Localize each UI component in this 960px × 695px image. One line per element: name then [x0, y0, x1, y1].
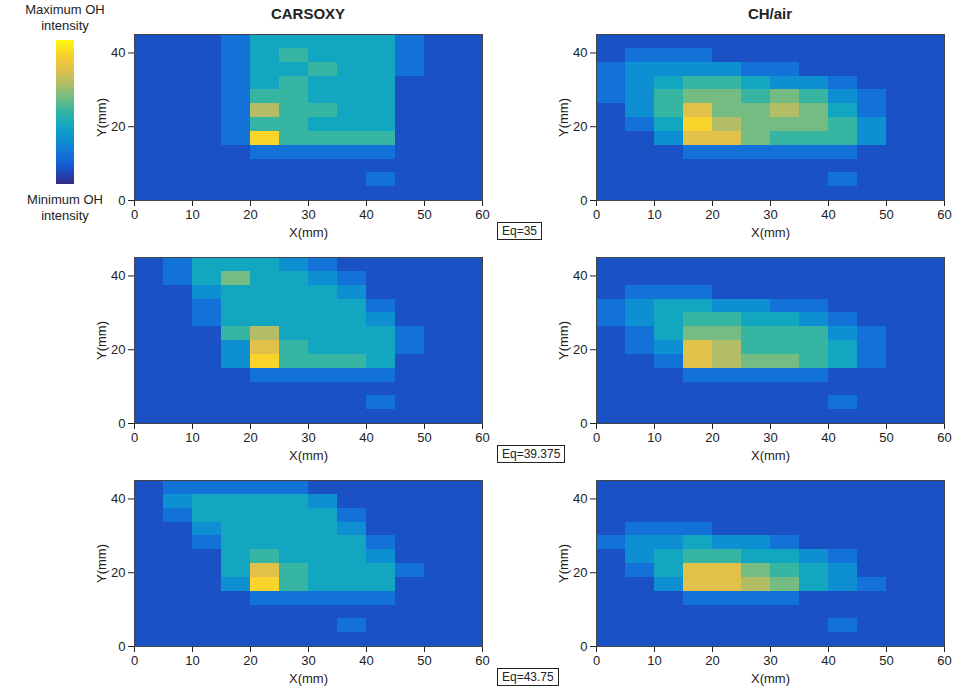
svg-text:0: 0: [131, 207, 138, 222]
svg-text:20: 20: [111, 119, 125, 134]
svg-text:0: 0: [580, 193, 587, 208]
svg-text:0: 0: [118, 639, 125, 654]
svg-text:10: 10: [185, 653, 199, 668]
svg-text:20: 20: [243, 430, 257, 445]
svg-text:0: 0: [593, 207, 600, 222]
svg-text:Y(mm): Y(mm): [94, 321, 109, 360]
html-text:Minimum OH intensity: Minimum OH intensity: [27, 192, 103, 223]
svg-text:X(mm): X(mm): [289, 671, 328, 686]
svg-text:10: 10: [185, 207, 199, 222]
svg-text:Y(mm): Y(mm): [94, 98, 109, 137]
svg-text:40: 40: [573, 491, 587, 506]
html-text:Eq=43.75: Eq=43.75: [502, 670, 554, 684]
svg-text:0: 0: [118, 193, 125, 208]
svg-text:50: 50: [879, 653, 893, 668]
svg-text:30: 30: [301, 207, 315, 222]
svg-text:40: 40: [821, 653, 835, 668]
svg-text:0: 0: [131, 430, 138, 445]
svg-text:40: 40: [573, 268, 587, 283]
svg-text:40: 40: [359, 207, 373, 222]
svg-text:Y(mm): Y(mm): [556, 544, 571, 583]
svg-text:10: 10: [647, 653, 661, 668]
svg-text:60: 60: [937, 653, 951, 668]
html-text:Maximum OH intensity: Maximum OH intensity: [25, 2, 105, 33]
svg-text:0: 0: [580, 416, 587, 431]
svg-text:60: 60: [475, 430, 489, 445]
svg-text:20: 20: [111, 342, 125, 357]
svg-text:60: 60: [937, 207, 951, 222]
svg-text:Y(mm): Y(mm): [94, 544, 109, 583]
svg-text:40: 40: [111, 491, 125, 506]
svg-text:0: 0: [593, 653, 600, 668]
svg-text:20: 20: [705, 430, 719, 445]
svg-text:40: 40: [359, 430, 373, 445]
svg-text:50: 50: [879, 430, 893, 445]
svg-text:60: 60: [475, 207, 489, 222]
svg-text:0: 0: [580, 639, 587, 654]
svg-text:0: 0: [118, 416, 125, 431]
svg-text:40: 40: [111, 268, 125, 283]
svg-text:30: 30: [763, 653, 777, 668]
svg-text:10: 10: [647, 207, 661, 222]
svg-text:50: 50: [417, 430, 431, 445]
svg-text:20: 20: [573, 119, 587, 134]
svg-text:20: 20: [243, 653, 257, 668]
svg-text:50: 50: [417, 653, 431, 668]
svg-text:60: 60: [937, 430, 951, 445]
svg-text:60: 60: [475, 653, 489, 668]
svg-text:X(mm): X(mm): [751, 448, 790, 463]
svg-text:10: 10: [647, 430, 661, 445]
svg-text:40: 40: [821, 207, 835, 222]
svg-text:40: 40: [573, 45, 587, 60]
html-text:CH/air: CH/air: [747, 5, 793, 22]
svg-text:30: 30: [301, 430, 315, 445]
svg-text:40: 40: [359, 653, 373, 668]
svg-text:20: 20: [705, 207, 719, 222]
html-text:CARSOXY: CARSOXY: [270, 5, 346, 22]
svg-text:20: 20: [573, 565, 587, 580]
svg-text:30: 30: [301, 653, 315, 668]
svg-text:40: 40: [821, 430, 835, 445]
svg-text:20: 20: [243, 207, 257, 222]
svg-text:20: 20: [573, 342, 587, 357]
svg-text:X(mm): X(mm): [289, 448, 328, 463]
svg-text:30: 30: [763, 207, 777, 222]
svg-text:50: 50: [879, 207, 893, 222]
svg-text:0: 0: [131, 653, 138, 668]
html-text:Eq=39.375: Eq=39.375: [502, 447, 561, 461]
svg-text:20: 20: [705, 653, 719, 668]
svg-text:X(mm): X(mm): [289, 225, 328, 240]
svg-text:X(mm): X(mm): [751, 225, 790, 240]
svg-text:Y(mm): Y(mm): [556, 98, 571, 137]
svg-text:40: 40: [111, 45, 125, 60]
svg-text:50: 50: [417, 207, 431, 222]
svg-text:0: 0: [593, 430, 600, 445]
svg-text:10: 10: [185, 430, 199, 445]
html-text:Eq=35: Eq=35: [502, 224, 537, 238]
svg-text:X(mm): X(mm): [751, 671, 790, 686]
svg-text:Y(mm): Y(mm): [556, 321, 571, 360]
svg-text:20: 20: [111, 565, 125, 580]
svg-text:30: 30: [763, 430, 777, 445]
